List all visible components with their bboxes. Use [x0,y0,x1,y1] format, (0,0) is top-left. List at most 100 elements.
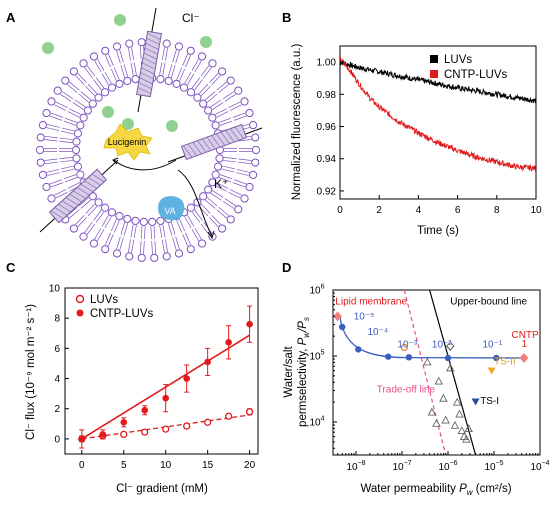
lipid-tail [54,189,67,196]
lipid-head [72,137,81,146]
lipid-tail [105,55,111,68]
trace-luvs [339,60,537,104]
lipid-head [248,120,258,130]
legend-marker-luvs [430,55,438,63]
lipid-head [115,212,124,221]
lipid-head [156,216,165,226]
lipid-head [131,74,140,84]
lipid-head [53,86,62,95]
lipid-tail [131,47,135,61]
lipid-tail [218,117,232,123]
other-membranes-marker [457,426,467,435]
lipid-tail [219,120,233,126]
lipid-tail [60,93,72,102]
lipid-head [79,113,88,122]
panel-b-chart: B 0 2 4 6 8 10 0.92 0.94 0.96 0.98 1.00 Time (s) N… [282,10,542,237]
lipid-tail [67,84,78,94]
lipid-tail [119,237,124,251]
lipid-head [61,76,70,85]
lipid-tail [238,161,252,165]
point-luvs [245,408,254,416]
lipid-tail [222,91,235,99]
lipid-tail [219,174,233,180]
nanotube-hatch [183,145,193,158]
other-membranes-marker [464,424,473,433]
lipid-tail [67,111,80,118]
y-tick-label-c: 4 [54,374,60,385]
nanotube-hatch [142,57,157,65]
lipid-tail [54,104,67,111]
lipid-tail [209,217,219,227]
lipid-head [162,252,171,261]
lipid-tail [55,101,68,109]
lipid-tail [128,47,131,61]
lipid-head [76,121,85,130]
lipid-head [79,59,88,68]
lipid-tail [216,209,227,219]
y-tick-label-d: 104 [309,416,324,429]
lipid-tail [94,227,102,240]
lipid-tail [77,217,87,227]
lipid-tail [218,206,229,216]
lipid-head [101,245,110,254]
nanotube-hatch [206,136,216,150]
lipid-tail [107,53,114,66]
lipid-tail [107,234,114,247]
lipid-head [88,99,97,108]
nanotube-hatch [73,190,86,199]
lipid-tail [86,65,96,77]
lipid-head [162,39,171,48]
lipid-tail [216,81,227,91]
lipid-tail [101,73,109,86]
lipid-tail [184,71,192,84]
va-label: VA [164,206,175,216]
nanotube-hatch [140,72,154,80]
lipid-tail [212,190,224,198]
lipid-tail [179,219,186,232]
lipid-tail [47,124,60,128]
lipid-head [197,52,207,61]
lipid-tail [46,169,60,173]
lipid-tail [144,225,146,239]
lipid-tail [182,53,189,66]
lipid-tail [80,199,92,209]
lipid-tail [162,224,166,238]
lipid-head [79,232,88,241]
nanotube-hatch [146,37,160,45]
y-axis-label-c: Cl⁻ flux (10⁻⁹ mol m⁻² s⁻¹) [25,304,37,440]
nanotube-hatch [216,133,226,146]
trade-off-label: Trade-off line [377,384,436,395]
nanotube-hatch [141,62,156,70]
lipid-head [208,59,217,68]
lipid-tail [50,112,64,118]
curve-value-label: 10⁻² [432,339,452,350]
lipid-tail [210,192,222,201]
lipid-tail [223,160,237,163]
lipid-tail [46,127,60,131]
lipid-head [213,162,223,171]
lipid-tail [87,83,98,94]
nanotube-hatch [88,177,101,186]
lipid-head [240,97,249,106]
nanotube-hatch [197,140,207,153]
lipid-tail [191,77,201,89]
open-circle-marker [400,343,408,352]
nanotube-hatch [139,77,153,85]
lipid-tail [44,135,58,139]
permselectivity-points [333,311,529,443]
lipid-tail [59,140,73,144]
fluorescence-traces [339,56,537,173]
lipid-tail [232,182,246,188]
lipid-tail [185,55,191,68]
lipid-head [199,99,208,108]
lipid-head [164,76,173,86]
other-membranes-marker [462,434,471,443]
y-axis-label-d-line1: Water/salt [283,346,295,398]
lipid-head [69,224,78,233]
other-membranes-marker [439,393,448,402]
y-tick-label-c: 6 [54,344,60,355]
lipid-tail [200,65,210,77]
lipid-head [89,52,99,61]
nanotube-hatch [234,126,244,139]
lipid-tail [159,62,163,75]
